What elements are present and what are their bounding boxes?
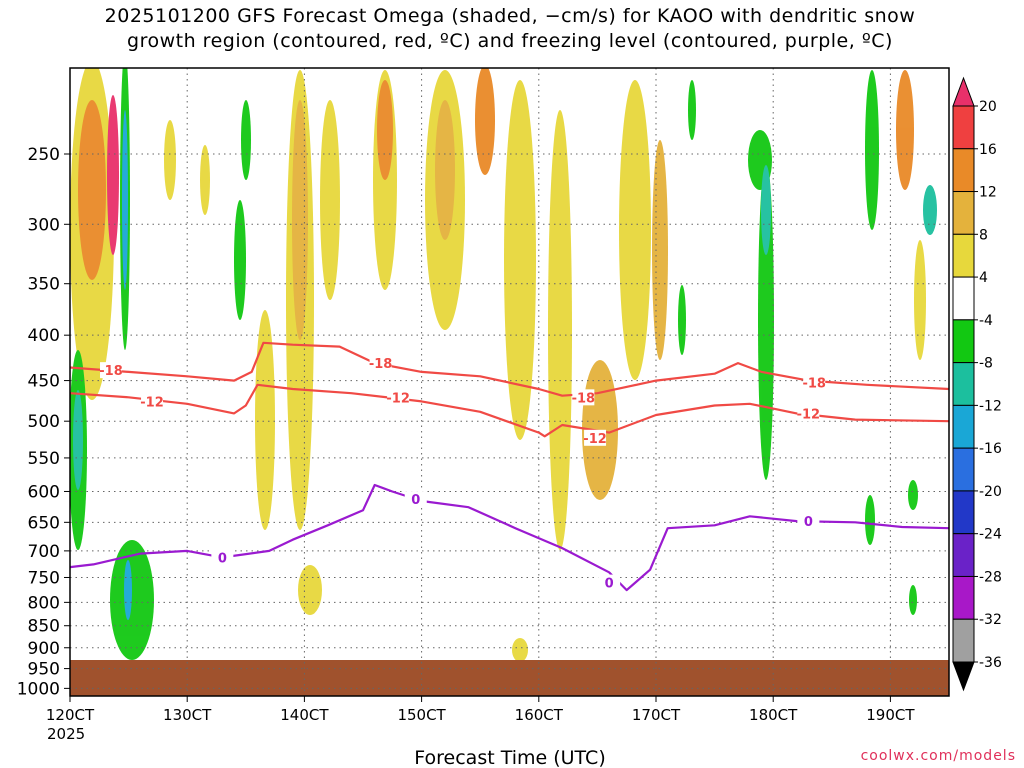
grid [70,68,949,696]
y-tick-label: 800 [28,593,60,613]
colorbar-segment [952,319,975,364]
contour-label-bg [584,429,607,446]
y-tick-label: 700 [28,542,60,562]
contour-label-bg [100,362,123,379]
colorbar-segment [952,447,975,492]
plot-frame [69,67,950,697]
contours: -18 -18 -18 -18 -12 -12 -12 -12 0 0 0 0 [69,341,950,592]
title-line-2: growth region (contoured, red, ºC) and f… [127,30,893,52]
contour-label: -12 [797,407,821,422]
contour-label: -12 [583,432,607,447]
ground-region [70,660,949,696]
colorbar-tick-label: 20 [979,99,997,115]
colorbar-segment [952,191,975,235]
colorbar-tick-label: -28 [979,569,1002,585]
colorbar-tick-label: -24 [979,527,1002,543]
colorbar-tick-label: -20 [979,484,1002,500]
colorbar-tick-label: 16 [979,142,997,158]
colorbar-segment [952,148,975,193]
colorbar-segment [952,233,975,278]
x-year-label: 2025 [47,725,85,743]
colorbar-tick-label: -8 [979,356,993,372]
contour-label: -18 [572,391,596,406]
colorbar-tick-label: -32 [979,612,1002,628]
colorbar-tick-label: 4 [979,270,988,286]
y-tick-label: 550 [28,449,60,469]
x-tick-label: 130CT [163,706,212,724]
colorbar-segment [952,618,975,663]
colorbar-segment [952,533,975,577]
contour-label: 0 [804,515,813,530]
contour-label-bg [404,491,427,508]
colorbar-segment [952,105,975,150]
contour-label-bg [598,574,621,591]
colorbar-tick-label: -4 [979,313,993,329]
x-tick-label: 170CT [632,706,681,724]
y-tick-label: 300 [28,215,60,235]
y-tick-label: 500 [28,412,60,432]
y-tick-label: 850 [28,617,60,637]
colorbar: 20 16 12 8 4 -4 -8 -12 -16 -20 -24 -28 -32 -36 [952,76,1002,692]
x-axis: 120CT 130CT 140CT 150CT 160CT 170CT 180CT 190CT [46,696,915,724]
y-tick-label: 750 [28,568,60,588]
colorbar-segment [952,276,975,321]
contour-label-bg [211,549,234,566]
contour-label: -12 [386,391,410,406]
y-tick-label: 350 [28,275,60,295]
contour-label: -18 [802,376,826,391]
y-tick-label: 400 [28,326,60,346]
colorbar-tick-label: -16 [979,441,1002,457]
contour-label: 0 [218,551,227,566]
x-tick-label: 160CT [515,706,564,724]
x-tick-label: 140CT [280,706,329,724]
x-tick-label: 190CT [866,706,915,724]
contour-label-bg [141,393,164,410]
y-tick-label: 450 [28,372,60,392]
contour-line [69,341,950,397]
colorbar-segment [952,575,975,620]
colorbar-tick-label: -12 [979,398,1002,414]
contour-label-bg [797,405,820,422]
contour-label-bg [572,389,595,406]
x-axis-title: Forecast Time (UTC) [414,747,605,768]
x-tick-label: 150CT [397,706,446,724]
title-line-1: 2025101200 GFS Forecast Omega (shaded, −… [104,5,916,27]
contour-label-bg [797,513,820,530]
x-tick-label: 180CT [749,706,798,724]
contour-label: -12 [140,395,164,410]
chart-title: 2025101200 GFS Forecast Omega (shaded, −… [0,4,1020,54]
source-credit[interactable]: coolwx.com/models [860,748,1016,764]
contour-label: -18 [369,357,393,372]
colorbar-segment [952,362,975,406]
y-tick-label: 950 [28,660,60,680]
y-axis: 2503003504004505005506006507007508008509… [17,145,70,699]
x-tick-label: 120CT [46,706,95,724]
y-tick-label: 1000 [17,679,60,699]
colorbar-segment [952,490,975,535]
colorbar-tick-label: 8 [979,227,988,243]
contour-label: 0 [411,493,420,508]
colorbar-top-arrow [952,76,975,107]
contour-label-bg [803,374,826,391]
colorbar-segment [952,404,975,449]
y-tick-label: 250 [28,145,60,165]
contour-label-bg [369,355,392,372]
colorbar-bottom-arrow [952,661,975,692]
colorbar-tick-label: -36 [979,655,1002,671]
contour-label: 0 [605,577,614,592]
y-tick-label: 900 [28,639,60,659]
contour-label: -18 [99,364,123,379]
contour-label-bg [387,389,410,406]
contour-line [69,383,950,438]
y-tick-label: 650 [28,513,60,533]
colorbar-tick-label: 12 [979,185,997,201]
y-tick-label: 600 [28,482,60,502]
